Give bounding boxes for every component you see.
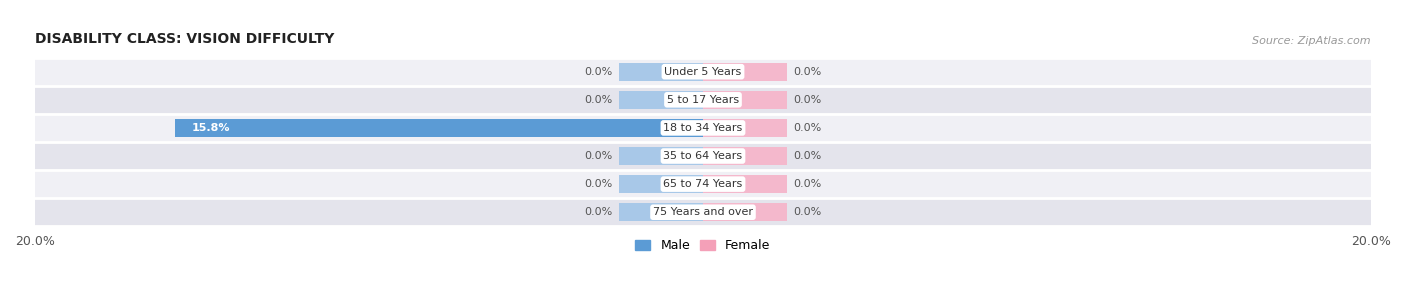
Text: DISABILITY CLASS: VISION DIFFICULTY: DISABILITY CLASS: VISION DIFFICULTY [35,32,335,46]
Text: 0.0%: 0.0% [793,67,821,77]
Text: 0.0%: 0.0% [793,123,821,133]
Bar [703,91,786,109]
Text: 0.0%: 0.0% [585,151,613,161]
Bar [703,203,786,221]
Text: 0.0%: 0.0% [585,207,613,217]
Text: 0.0%: 0.0% [793,95,821,105]
Bar [703,63,786,81]
Text: Under 5 Years: Under 5 Years [665,67,741,77]
Bar [35,86,1371,114]
Bar [703,119,786,137]
Bar [35,58,1371,86]
Bar [176,119,703,137]
Bar [35,170,1371,198]
Text: 35 to 64 Years: 35 to 64 Years [664,151,742,161]
Text: 18 to 34 Years: 18 to 34 Years [664,123,742,133]
Text: 15.8%: 15.8% [193,123,231,133]
Bar [620,175,703,193]
Text: 0.0%: 0.0% [793,207,821,217]
Bar [620,91,703,109]
Bar [703,175,786,193]
Bar [35,198,1371,226]
Text: 65 to 74 Years: 65 to 74 Years [664,179,742,189]
Bar [620,63,703,81]
Text: 0.0%: 0.0% [793,151,821,161]
Text: 75 Years and over: 75 Years and over [652,207,754,217]
Bar [35,114,1371,142]
Bar [703,147,786,165]
Text: Source: ZipAtlas.com: Source: ZipAtlas.com [1253,36,1371,46]
Legend: Male, Female: Male, Female [630,234,776,257]
Text: 0.0%: 0.0% [793,179,821,189]
Text: 0.0%: 0.0% [585,67,613,77]
Bar [620,203,703,221]
Text: 5 to 17 Years: 5 to 17 Years [666,95,740,105]
Bar [620,147,703,165]
Text: 0.0%: 0.0% [585,179,613,189]
Text: 0.0%: 0.0% [585,95,613,105]
Bar [35,142,1371,170]
